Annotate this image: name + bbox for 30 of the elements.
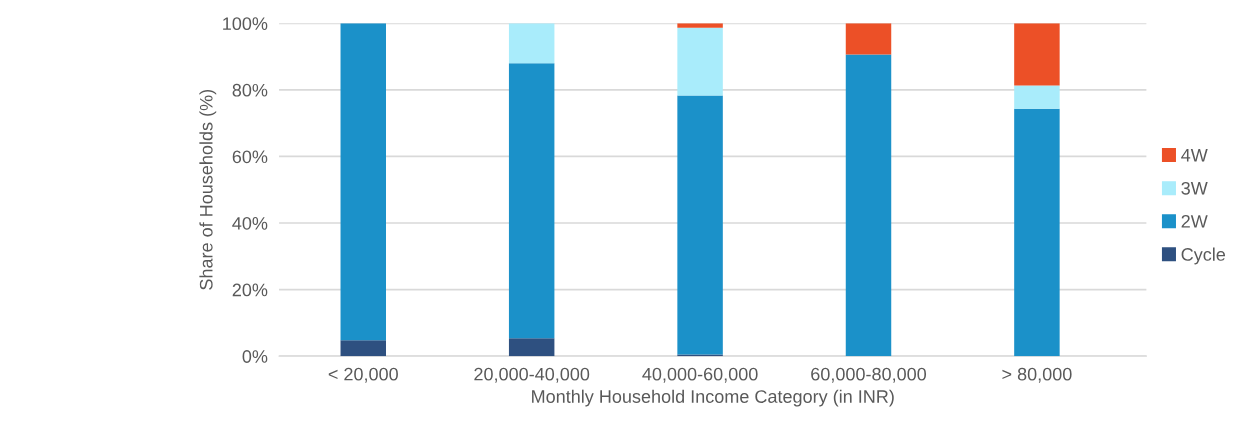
bar bbox=[340, 23, 386, 341]
legend-label: 2W bbox=[1181, 214, 1208, 228]
bar bbox=[508, 63, 555, 339]
y-tick-label: 0% bbox=[242, 350, 268, 363]
bar bbox=[1014, 85, 1060, 109]
y-tick-label: 80% bbox=[232, 83, 268, 97]
bar bbox=[1014, 23, 1060, 86]
y-axis-title: Share of Households (%) bbox=[199, 89, 217, 290]
x-tick-label: < 20,000 bbox=[328, 367, 398, 383]
bar bbox=[508, 23, 555, 64]
x-tick-label: > 80,000 bbox=[1002, 367, 1072, 383]
x-tick-label: 20,000-40,000 bbox=[474, 367, 590, 383]
legend-label: 4W bbox=[1181, 149, 1208, 162]
y-tick-label: 60% bbox=[232, 150, 268, 164]
y-tick-label: 20% bbox=[232, 283, 268, 297]
legend-label: 3W bbox=[1181, 181, 1208, 195]
bar bbox=[508, 338, 555, 357]
x-tick-label: 60,000-80,000 bbox=[811, 367, 927, 383]
x-axis-title: Monthly Household Income Category (in INR) bbox=[532, 389, 894, 407]
bar bbox=[340, 340, 386, 357]
y-tick-label: 40% bbox=[232, 216, 268, 230]
bar bbox=[1014, 108, 1060, 357]
bar bbox=[845, 23, 892, 55]
bar bbox=[845, 54, 892, 357]
x-tick-label: 40,000-60,000 bbox=[642, 367, 758, 383]
y-tick-label: 100% bbox=[223, 17, 268, 31]
bar bbox=[677, 23, 723, 28]
legend-label: Cycle bbox=[1181, 247, 1226, 265]
bar bbox=[677, 27, 723, 96]
bar bbox=[677, 95, 723, 355]
